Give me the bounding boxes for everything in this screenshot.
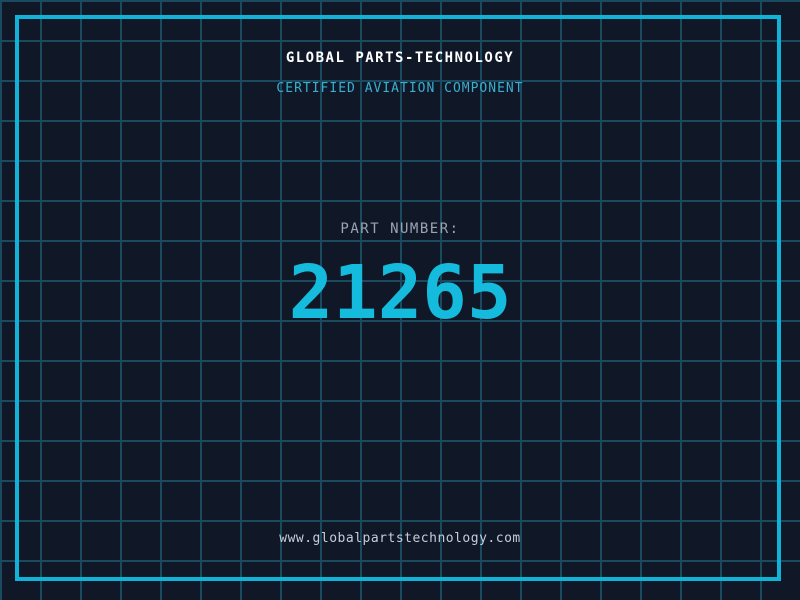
part-number-label: PART NUMBER: [340,221,460,237]
certification-subtitle: CERTIFIED AVIATION COMPONENT [276,81,524,96]
company-title: GLOBAL PARTS-TECHNOLOGY [285,50,515,66]
part-number-value: 21265 [288,250,512,336]
website-url: www.globalpartstechnology.com [279,531,521,546]
